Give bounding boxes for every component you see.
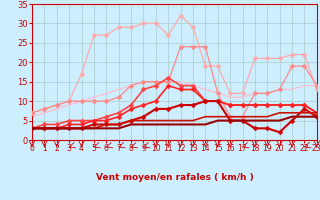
X-axis label: Vent moyen/en rafales ( km/h ): Vent moyen/en rafales ( km/h ) <box>96 173 253 182</box>
